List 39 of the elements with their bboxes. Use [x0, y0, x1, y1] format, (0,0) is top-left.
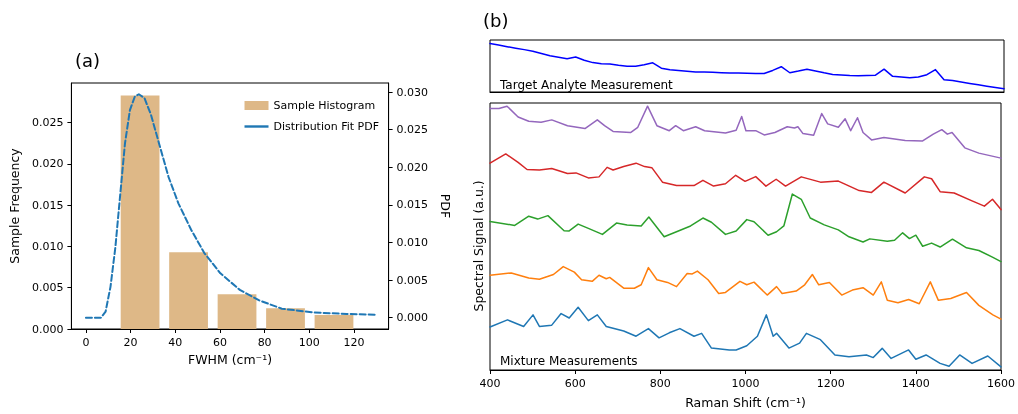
y2-tick-label: 0.020	[396, 160, 429, 174]
x-tick-label: 40	[168, 336, 183, 349]
y2-axis-title: PDF	[438, 193, 453, 219]
legend-label: Distribution Fit PDF	[273, 120, 380, 133]
chart-title: (a)	[75, 49, 101, 71]
x-tick-label: 120	[343, 336, 365, 349]
x-tick-label: 60	[212, 336, 227, 349]
line-series	[84, 93, 377, 319]
annotation: Mixture Measurements	[500, 354, 638, 368]
y2-tick-label: 0.000	[396, 311, 429, 325]
y-tick-label: 0.000	[31, 322, 64, 336]
x-axis-title: FWHM (cm⁻¹)	[187, 351, 273, 367]
y2-tick-label: 0.015	[396, 198, 429, 212]
y2-tick-label: 0.005	[396, 273, 429, 287]
y-tick-label: 0.005	[31, 281, 64, 295]
x-tick-label: 1200	[816, 377, 845, 390]
x-tick-label: 400	[479, 377, 501, 390]
annotation: Target Analyte Measurement	[499, 78, 674, 92]
x-tick-label: 1400	[901, 377, 930, 390]
y-axis-title: Sample Frequency	[7, 147, 22, 264]
y-tick-label: 0.015	[31, 198, 64, 212]
x-tick-label: 1600	[987, 377, 1015, 390]
y-tick-label: 0.020	[31, 157, 64, 171]
y2-tick-label: 0.030	[396, 85, 429, 99]
x-tick-label: 800	[649, 377, 671, 390]
x-tick-label: 1000	[731, 377, 760, 390]
y2-tick-label: 0.010	[396, 235, 429, 249]
y-tick-label: 0.010	[31, 239, 64, 253]
x-tick-label: 100	[298, 336, 320, 349]
legend-label: Sample Histogram	[273, 99, 376, 112]
x-tick-label: 20	[123, 336, 138, 349]
x-axis-title: Raman Shift (cm⁻¹)	[685, 395, 806, 410]
y-axis-title: Spectral Signal (a.u.)	[471, 180, 486, 312]
x-tick-label: 80	[257, 336, 272, 349]
y-tick-label: 0.025	[31, 116, 64, 130]
chart-title: (b)	[483, 9, 509, 31]
x-tick-label: 0	[82, 336, 90, 349]
x-tick-label: 600	[564, 377, 586, 390]
y2-tick-label: 0.025	[396, 123, 429, 137]
